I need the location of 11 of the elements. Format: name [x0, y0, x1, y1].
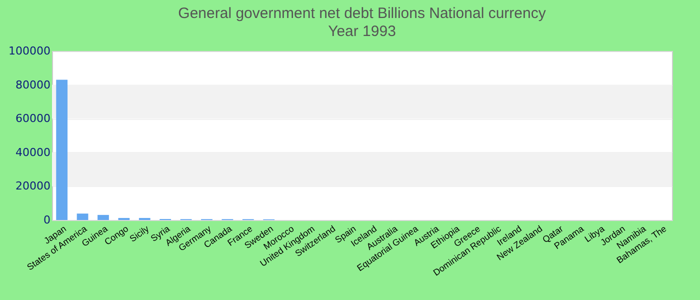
chart-subtitle: Year 1993: [328, 23, 396, 40]
y-tick-label: 40000: [16, 146, 50, 159]
y-tick-label: 60000: [16, 112, 50, 126]
y-tick-label: 100000: [8, 44, 50, 58]
y-tick-label: 80000: [16, 78, 50, 92]
bar: [98, 214, 109, 220]
y-tick-label: 20000: [16, 180, 50, 193]
y-tick-label: 0: [44, 214, 50, 226]
bar: [76, 214, 88, 220]
bar: [56, 80, 68, 220]
chart-title: General government net debt Billions National currency: [178, 5, 546, 22]
